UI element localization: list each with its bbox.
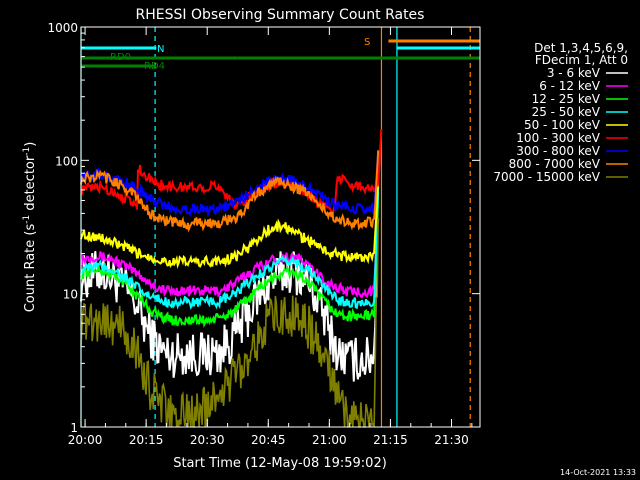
y-axis-label: Count Rate (s-1 detector-1) — [22, 142, 38, 313]
y-tick-label-1: 10 — [63, 288, 78, 302]
legend-label-6: 300 - 800 keV — [516, 144, 600, 158]
flag-rd0-label: RD0 — [110, 52, 131, 63]
x-tick-label-2: 20:30 — [190, 433, 225, 447]
legend-label-4: 50 - 100 keV — [524, 118, 601, 132]
x-tick-label-3: 20:45 — [251, 433, 286, 447]
flag-s-label: S — [364, 37, 370, 48]
legend-label-3: 25 - 50 keV — [532, 105, 601, 119]
legend-header-line1: Det 1,3,4,5,6,9, — [534, 41, 628, 55]
legend: Det 1,3,4,5,6,9, FDecim 1, Att 0 3 - 6 k… — [493, 41, 628, 184]
legend-label-7: 800 - 7000 keV — [509, 157, 601, 171]
y-axis-label-sup2: -1 — [22, 147, 32, 156]
y-axis-label-end: ) — [23, 142, 38, 147]
chart-title: RHESSI Observing Summary Count Rates — [136, 7, 425, 23]
legend-label-5: 100 - 300 keV — [516, 131, 600, 145]
x-axis: 20:00 20:15 20:30 20:45 21:00 21:15 21:30 — [68, 27, 473, 447]
x-tick-label-0: 20:00 — [68, 433, 103, 447]
y-tick-label-2: 100 — [55, 154, 78, 168]
legend-label-8: 7000 - 15000 keV — [493, 170, 600, 184]
y-tick-label-3: 1000 — [47, 21, 78, 35]
plot-frame — [80, 26, 481, 428]
y-axis: 1 10 100 1000 — [47, 21, 480, 435]
series-line-6 — [80, 154, 380, 218]
y-axis-label-sup1: -1 — [22, 215, 32, 224]
series-line-2 — [80, 191, 380, 328]
series-line-3 — [80, 186, 380, 310]
flag-n-label: N — [157, 44, 164, 55]
series-line-4 — [80, 181, 380, 269]
y-tick-label-0: 1 — [70, 421, 78, 435]
x-tick-label-6: 21:30 — [434, 433, 469, 447]
x-tick-label-5: 21:15 — [373, 433, 408, 447]
y-axis-label-main: Count Rate (s — [23, 224, 38, 313]
series-line-8 — [80, 218, 379, 428]
legend-header-line2: FDecim 1, Att 0 — [535, 53, 628, 67]
render-timestamp: 14-Oct-2021 13:33 — [560, 468, 636, 477]
x-axis-label: Start Time (12-May-08 19:59:02) — [173, 456, 387, 471]
legend-label-0: 3 - 6 keV — [547, 66, 601, 80]
series-line-7 — [80, 150, 380, 233]
x-tick-label-1: 20:15 — [129, 433, 164, 447]
flag-rd4-label: RD4 — [144, 61, 165, 72]
legend-label-2: 12 - 25 keV — [532, 92, 601, 106]
y-axis-label-mid: detector — [23, 155, 38, 215]
x-tick-label-4: 21:00 — [312, 433, 347, 447]
plot-area: N S RD0 RD4 — [80, 27, 480, 428]
series-line-5 — [80, 128, 383, 218]
legend-label-1: 6 - 12 keV — [539, 79, 601, 93]
series-line-1 — [80, 185, 380, 299]
